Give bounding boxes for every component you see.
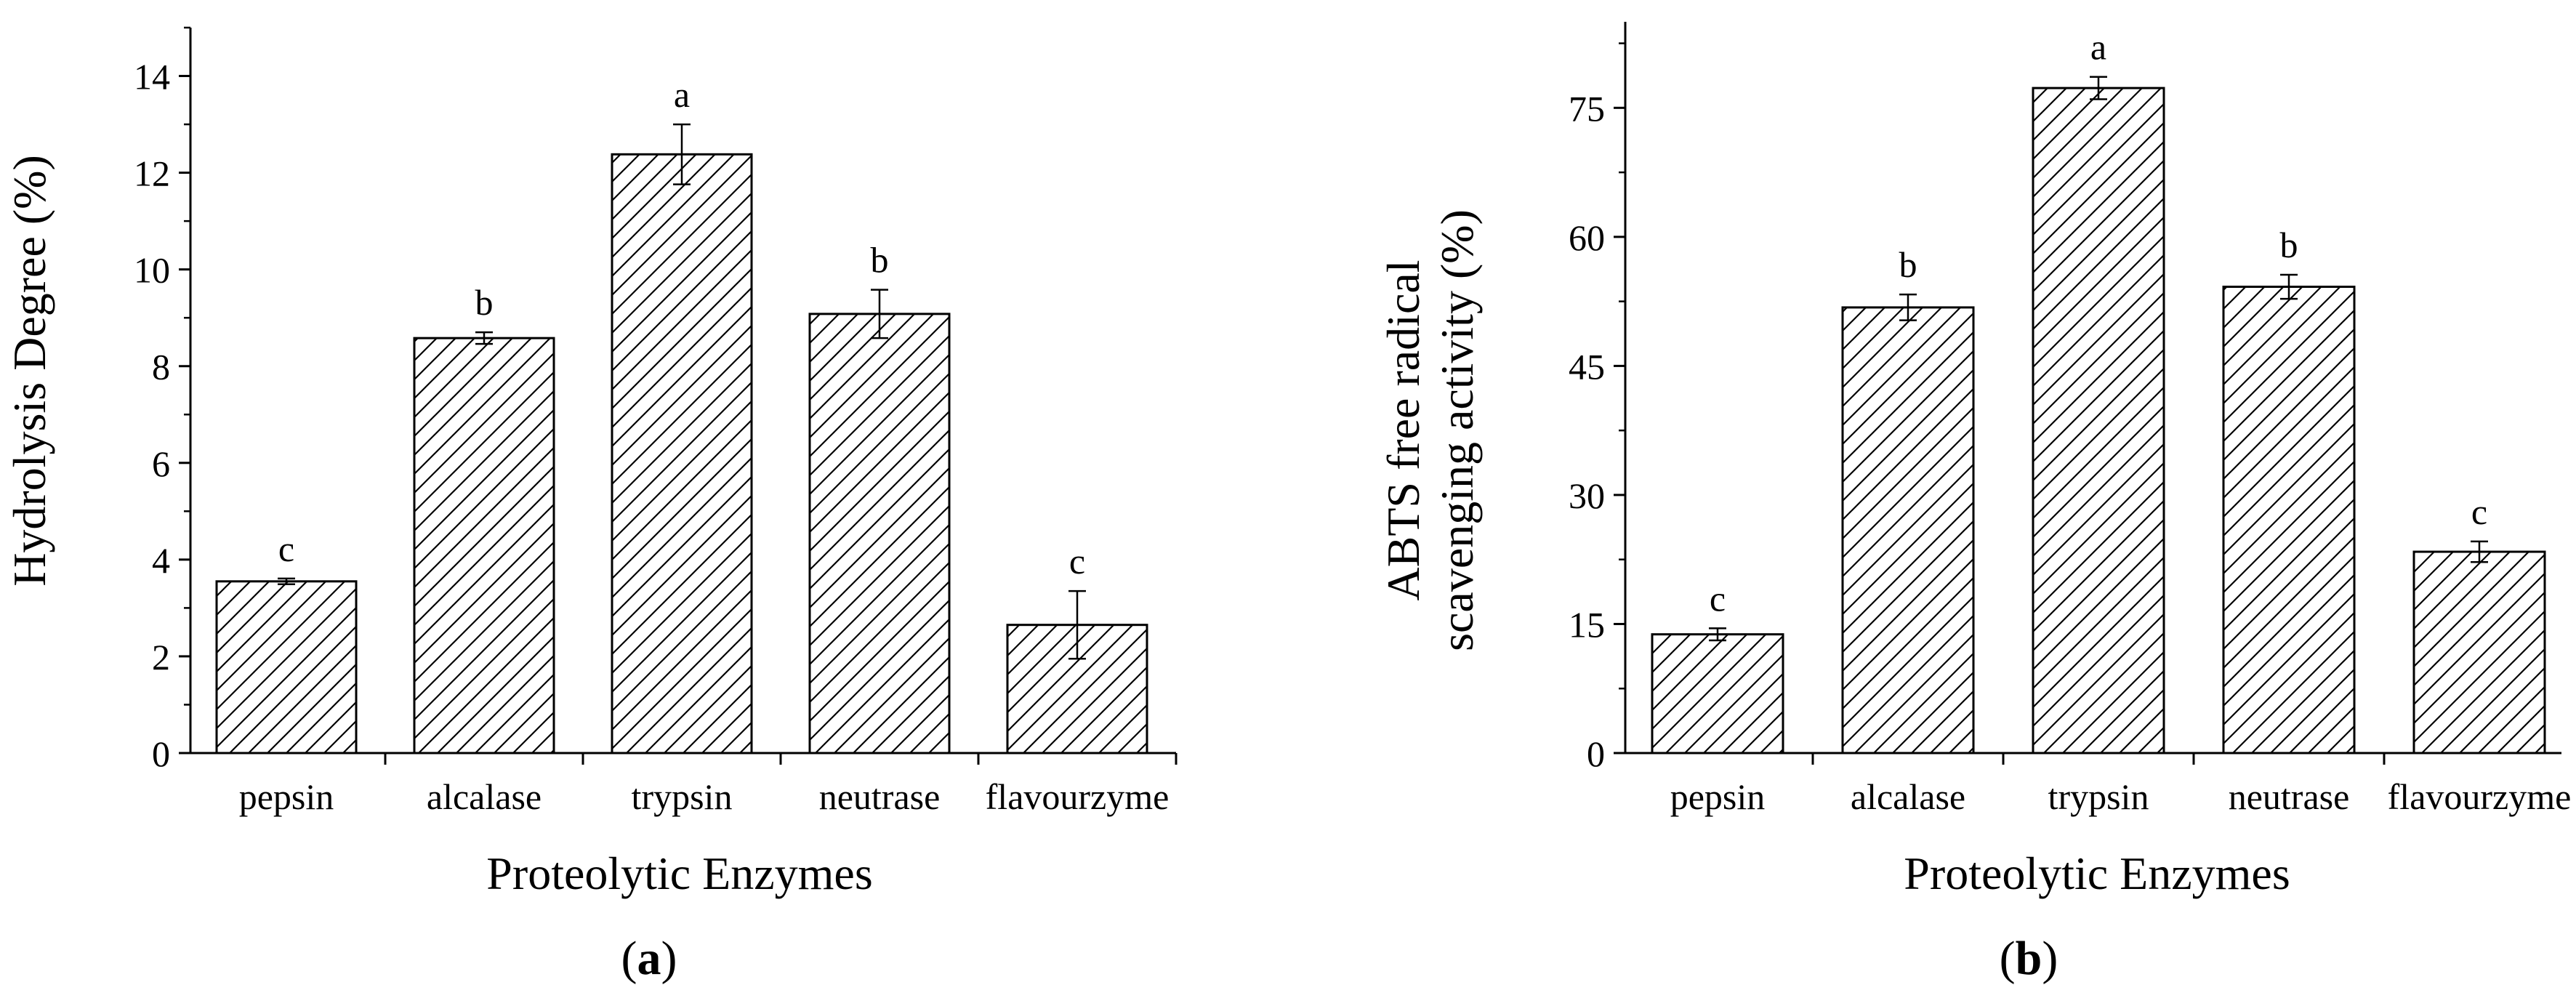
y-axis-title-b-line2: scavenging activity (%): [1431, 209, 1483, 651]
bar-a: [413, 337, 555, 754]
y-tick-label-b: 30: [1569, 475, 1605, 516]
bar-b: [2032, 86, 2165, 754]
significance-letter-a: b: [475, 282, 494, 323]
y-tick-label-a: 6: [152, 443, 170, 484]
panel-label-b: (b): [2000, 932, 2058, 985]
y-tick-label-b: 75: [1569, 88, 1605, 129]
y-tick-label-b: 60: [1569, 217, 1605, 258]
y-tick-label-a: 4: [152, 540, 170, 581]
panel-label-b-prefix: (: [2000, 932, 2016, 985]
y-tick-label-b: 15: [1569, 604, 1605, 645]
panel-label-a-letter: a: [637, 932, 661, 985]
category-label-a: trypsin: [632, 776, 733, 817]
y-tick-label-a: 12: [134, 153, 170, 194]
bar-b: [2412, 550, 2546, 754]
y-axis-title-a: Hydrolysis Degree (%): [4, 155, 55, 587]
significance-letter-a: c: [278, 528, 294, 569]
category-label-b: neutrase: [2229, 776, 2350, 817]
y-tick-label-a: 8: [152, 347, 170, 387]
y-tick-label-a: 10: [134, 250, 170, 291]
x-axis-title-a: Proteolytic Enzymes: [486, 848, 872, 899]
y-tick-label-a: 2: [152, 637, 170, 677]
bar-b: [1651, 633, 1784, 754]
y-tick-label-b: 0: [1587, 733, 1605, 774]
bar-a: [611, 153, 753, 754]
chart-abts-scavenging: ABTS free radicalscavenging activity (%)…: [1377, 22, 2571, 985]
significance-letter-b: c: [2471, 491, 2487, 532]
bar-a: [215, 580, 358, 754]
category-label-b: trypsin: [2048, 776, 2149, 817]
category-label-b: flavourzyme: [2388, 776, 2572, 817]
category-label-a: neutrase: [819, 776, 941, 817]
bar-b: [2222, 286, 2356, 754]
significance-letter-a: c: [1069, 541, 1085, 582]
category-label-a: pepsin: [239, 776, 334, 817]
y-tick-label-b: 45: [1569, 346, 1605, 387]
bar-a: [808, 313, 951, 754]
bar-b: [1841, 306, 1975, 754]
significance-letter-b: a: [2090, 27, 2106, 68]
y-axis-title-b-line1: ABTS free radical: [1377, 259, 1429, 600]
category-label-a: flavourzyme: [986, 776, 1170, 817]
category-label-b: alcalase: [1851, 776, 1965, 817]
panel-label-a-suffix: ): [661, 932, 677, 985]
chart-hydrolysis-degree: Hydrolysis Degree (%) Proteolytic Enzyme…: [4, 26, 1178, 985]
panel-label-b-suffix: ): [2042, 932, 2058, 985]
panel-label-a: (a): [621, 932, 677, 985]
category-label-b: pepsin: [1670, 776, 1766, 817]
category-label-a: alcalase: [427, 776, 542, 817]
significance-letter-a: b: [871, 240, 889, 281]
y-tick-label-a: 0: [152, 733, 170, 774]
significance-letter-b: b: [1899, 244, 1917, 285]
panel-label-a-prefix: (: [621, 932, 637, 985]
significance-letter-a: a: [674, 74, 690, 115]
x-axis-title-b: Proteolytic Enzymes: [1904, 848, 2290, 899]
y-axis-title-b: ABTS free radicalscavenging activity (%): [1377, 209, 1483, 651]
significance-letter-b: c: [1710, 578, 1726, 619]
y-tick-label-a: 14: [134, 57, 170, 97]
significance-letter-b: b: [2280, 225, 2298, 265]
panel-label-b-letter: b: [2016, 932, 2042, 985]
